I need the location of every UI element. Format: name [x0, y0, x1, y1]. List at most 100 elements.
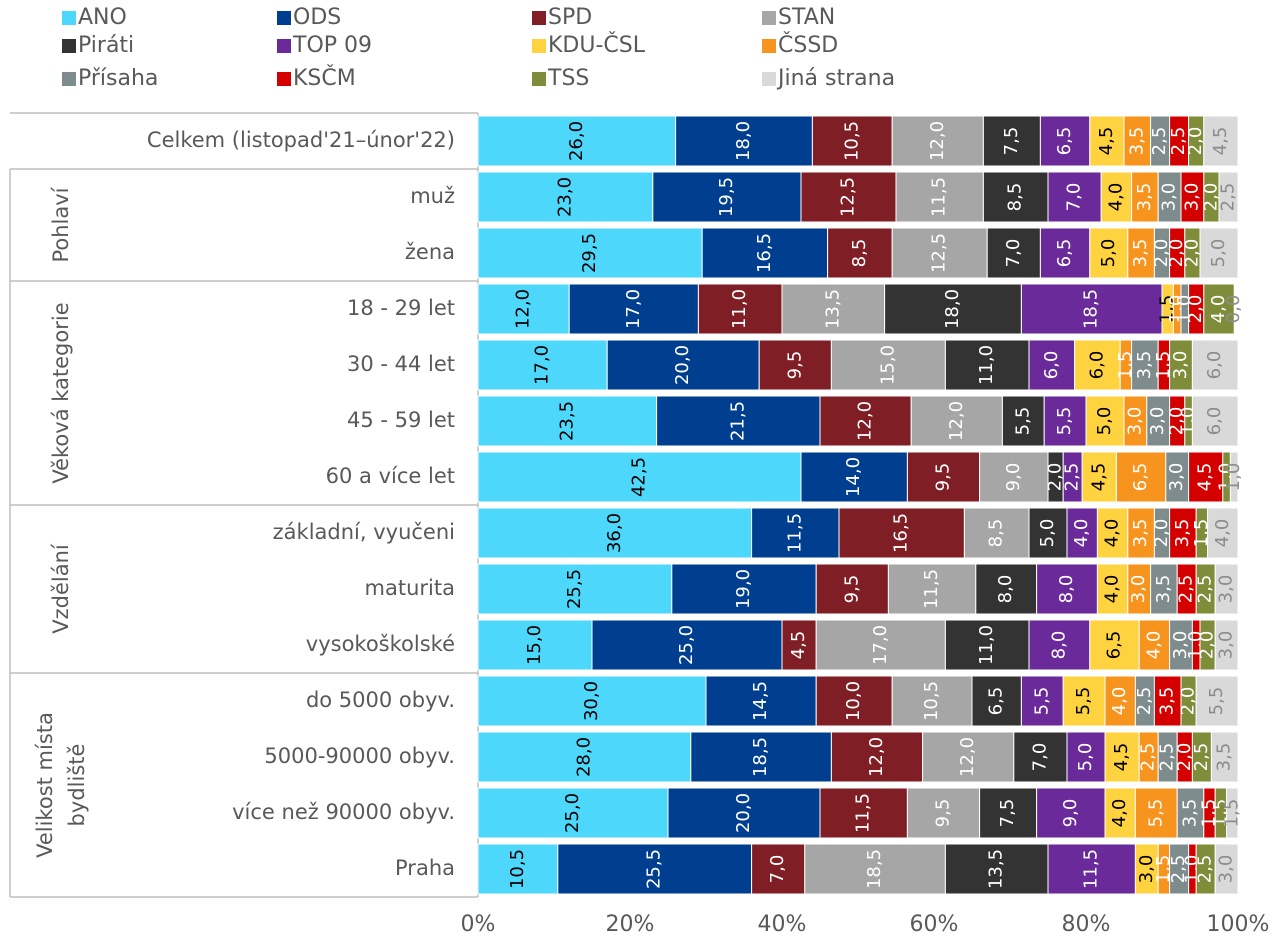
bar-segment: [1127, 507, 1155, 559]
value-label: 4,0: [1143, 631, 1164, 660]
bar-segment: [910, 395, 1003, 447]
value-label: 2,5: [1191, 743, 1212, 772]
bar-segment: [819, 787, 908, 839]
value-label: 19,5: [716, 177, 737, 217]
bar-segment: [1096, 507, 1129, 559]
category-label: 45 - 59 let: [347, 408, 455, 432]
value-label: 4,0: [1102, 575, 1123, 604]
bar-segment: [591, 619, 783, 671]
value-label: 3,0: [1124, 407, 1145, 436]
value-label: 11,5: [853, 793, 874, 833]
bar-segment: [1134, 787, 1178, 839]
value-label: 4,0: [1102, 519, 1123, 548]
value-label: 25,5: [644, 849, 665, 889]
bar-segment: [838, 507, 965, 559]
value-label: 2,5: [1218, 183, 1239, 212]
legend-swatch: [277, 72, 291, 86]
value-label: 18,5: [750, 737, 771, 777]
value-label: 2,0: [1166, 239, 1187, 268]
bar-segment: [1020, 675, 1064, 727]
value-label: 5,5: [1073, 687, 1094, 716]
bar-segment: [758, 339, 832, 391]
bar-segment: [1062, 675, 1106, 727]
bar-segment: [1207, 507, 1239, 559]
bar-segment: [656, 395, 821, 447]
bar-segment: [815, 563, 889, 615]
bar-segment: [1036, 563, 1098, 615]
value-label: 3,5: [1130, 239, 1151, 268]
value-label: 36,0: [604, 513, 625, 553]
value-label: 2,0: [1166, 407, 1187, 436]
value-label: 16,5: [891, 513, 912, 553]
value-label: 7,0: [1029, 743, 1050, 772]
value-label: 2,5: [1176, 575, 1197, 604]
value-label: 6,0: [1204, 407, 1225, 436]
x-tick-label: 60%: [910, 912, 959, 937]
x-tick-label: 80%: [1062, 912, 1111, 937]
value-label: 2,5: [1168, 855, 1189, 884]
bar-segment: [979, 787, 1038, 839]
value-label: 1,5: [1115, 351, 1136, 380]
value-label: 5,5: [1145, 799, 1166, 828]
value-label: 3,5: [1180, 799, 1201, 828]
bar-segment: [986, 227, 1041, 279]
bar-segment: [1013, 731, 1068, 783]
bar-segment: [477, 843, 559, 895]
value-label: 5,5: [1031, 687, 1052, 716]
value-label: 26,0: [566, 121, 587, 161]
bar-segment: [895, 171, 984, 223]
value-label: 3,0: [1216, 575, 1237, 604]
bar-segment: [781, 283, 886, 335]
bar-segment: [477, 563, 673, 615]
bar-segment: [975, 563, 1038, 615]
value-label: 5,5: [1206, 687, 1227, 716]
value-label: 8,0: [1056, 575, 1077, 604]
value-label: 2,5: [1157, 743, 1178, 772]
value-label: 4,5: [1088, 463, 1109, 492]
value-label: 5,0: [1037, 519, 1058, 548]
value-label: 0,0: [1223, 295, 1244, 324]
value-label: 6,5: [986, 687, 1007, 716]
value-label: 3,0: [1147, 407, 1168, 436]
category-label: 30 - 44 let: [347, 352, 455, 376]
value-label: 11,5: [929, 177, 950, 217]
value-label: 4,5: [1195, 463, 1216, 492]
bar-segment: [944, 843, 1049, 895]
bar-segment: [891, 227, 988, 279]
bar-segment: [477, 731, 692, 783]
value-label: 3,0: [1170, 631, 1191, 660]
value-label: 3,5: [1130, 519, 1151, 548]
legend-swatch: [762, 39, 776, 53]
value-label: 18,0: [733, 121, 754, 161]
category-label: Praha: [395, 856, 455, 880]
value-label: 7,0: [1003, 239, 1024, 268]
value-label: 12,0: [513, 289, 534, 329]
bar-segment: [1100, 171, 1133, 223]
bar-segment: [1074, 339, 1121, 391]
bar-segment: [477, 115, 677, 167]
value-label: 1,0: [1223, 463, 1244, 492]
legend-swatch: [277, 39, 291, 53]
value-label: 4,0: [1208, 295, 1229, 324]
value-label: 11,0: [976, 345, 997, 385]
value-label: 17,0: [623, 289, 644, 329]
value-label: 17,0: [532, 345, 553, 385]
value-label: 12,0: [946, 401, 967, 441]
value-label: 12,0: [927, 121, 948, 161]
value-label: 10,0: [843, 681, 864, 721]
value-label: 14,5: [750, 681, 771, 721]
bar-segment: [1203, 283, 1235, 335]
legend-label: Přísaha: [78, 66, 158, 91]
bar-segment: [1089, 115, 1125, 167]
category-label: 60 a více let: [326, 464, 455, 488]
legend-label: KDU-ČSL: [548, 32, 646, 58]
value-label: 1,5: [1221, 799, 1242, 828]
bar-segment: [701, 227, 829, 279]
value-label: 2,0: [1185, 295, 1206, 324]
value-label: 7,5: [1001, 127, 1022, 156]
bar-segment: [477, 283, 570, 335]
bar-segment: [1028, 619, 1091, 671]
bar-segment: [1226, 787, 1239, 839]
category-label: muž: [410, 184, 455, 208]
